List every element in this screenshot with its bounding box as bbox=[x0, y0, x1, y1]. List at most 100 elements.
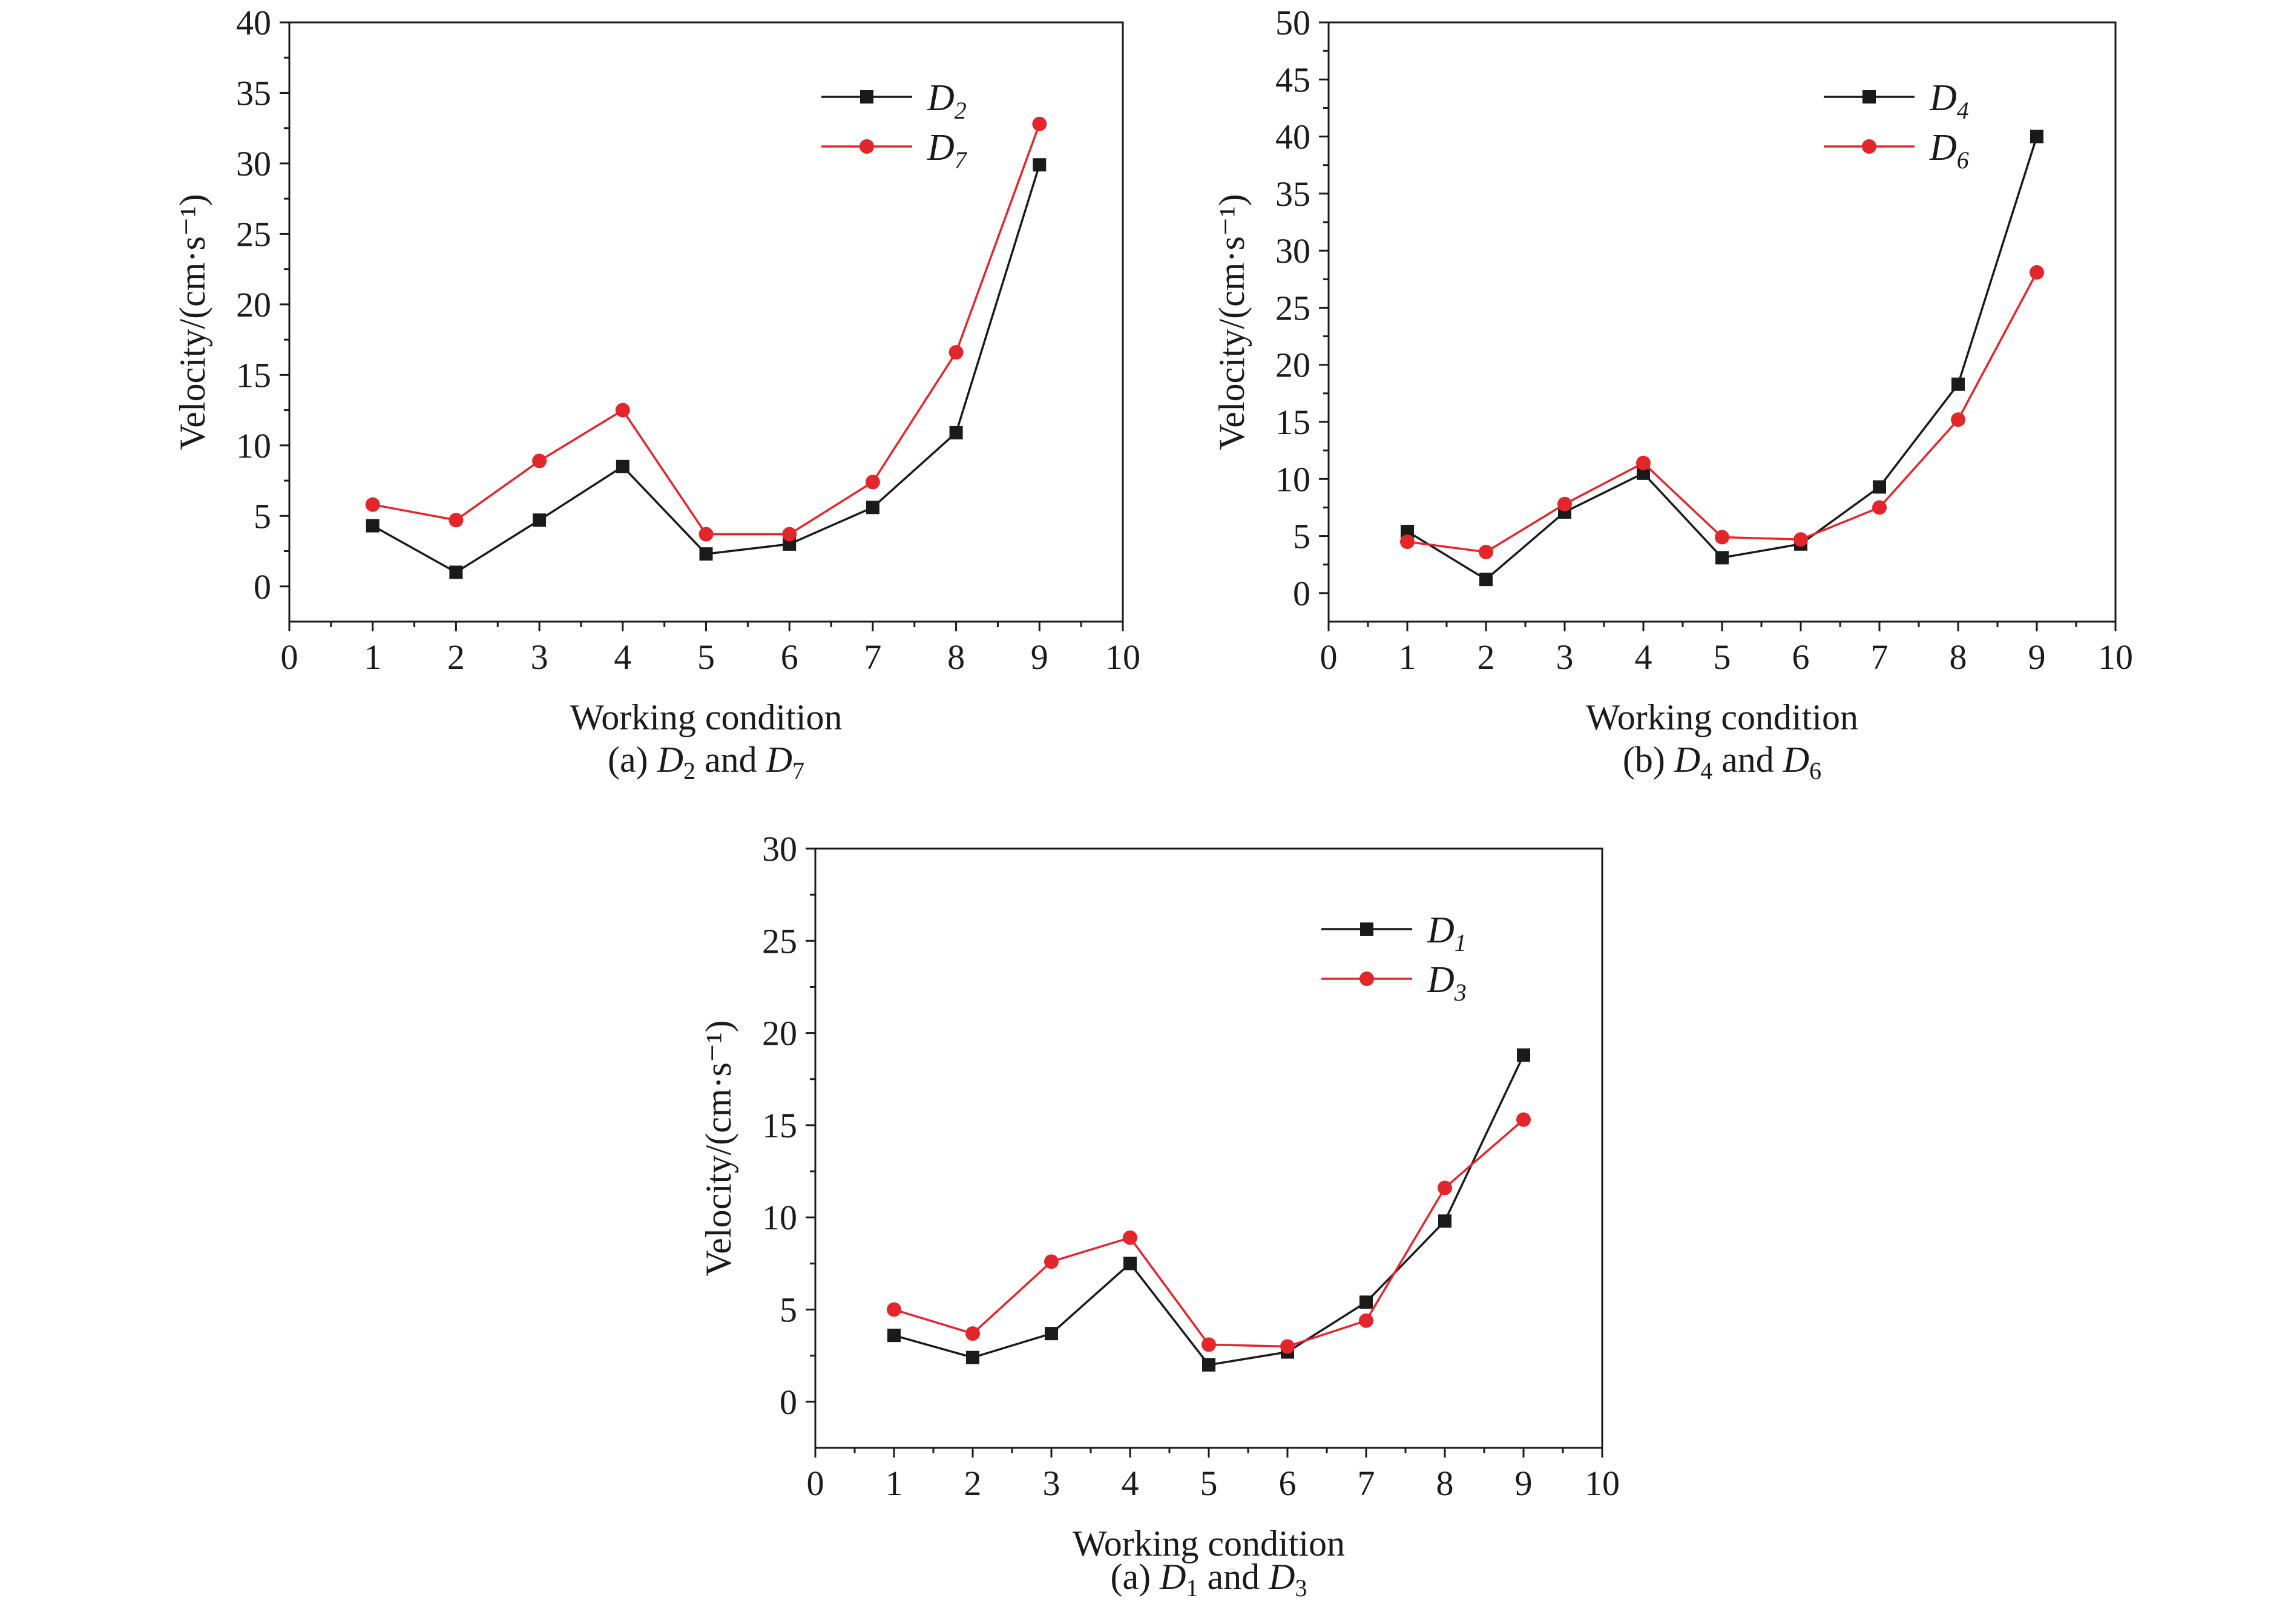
data-point bbox=[616, 459, 630, 473]
chart-panel-2: 0 1 2 3 4 5 6 7 8 9 1005101520253035404550Working … bbox=[1212, 3, 2133, 784]
data-point bbox=[1123, 1257, 1137, 1271]
data-point bbox=[1637, 466, 1650, 480]
data-point bbox=[1032, 116, 1047, 131]
y-tick-label: 30 bbox=[1275, 231, 1310, 271]
panel-caption: (a) D2 and D7 bbox=[608, 740, 804, 784]
legend-marker bbox=[860, 90, 873, 104]
x-axis-title: Working condition bbox=[1073, 1524, 1345, 1563]
data-point bbox=[783, 537, 797, 551]
y-tick-label: 10 bbox=[762, 1198, 797, 1237]
y-tick-label: 50 bbox=[1275, 3, 1310, 42]
series-line-2 bbox=[1407, 272, 2038, 553]
chart-panel-1: 0 1 2 3 4 5 6 7 8 9 10 0 5 10 15 20 25 30 35 40 Working cond… bbox=[173, 3, 1140, 784]
y-tick-label: 25 bbox=[236, 214, 271, 254]
data-point bbox=[1202, 1358, 1215, 1372]
data-point bbox=[966, 1350, 979, 1364]
data-point bbox=[865, 475, 880, 490]
x-tick-label: 6 bbox=[1279, 1464, 1297, 1503]
x-tick-label: 9 bbox=[2028, 637, 2046, 677]
x-tick-label: 10 bbox=[1585, 1464, 1620, 1503]
data-point bbox=[1044, 1254, 1059, 1269]
y-axis-title: Velocity/(cm·s⁻¹) bbox=[1212, 194, 1252, 450]
data-point bbox=[365, 497, 380, 512]
x-tick-label: 5 bbox=[697, 637, 715, 677]
data-point bbox=[1557, 496, 1572, 511]
panel-caption: (b) D4 and D6 bbox=[1623, 740, 1821, 784]
x-tick-label: 1 bbox=[886, 1464, 903, 1503]
y-axis-title: Velocity/(cm·s⁻¹) bbox=[699, 1021, 738, 1277]
data-point bbox=[2030, 130, 2043, 143]
x-tick-label: 2 bbox=[447, 637, 465, 677]
x-tick-label: 4 bbox=[614, 637, 631, 677]
y-tick-label: 15 bbox=[1275, 403, 1310, 442]
data-point bbox=[1715, 530, 1729, 545]
data-point bbox=[1438, 1180, 1452, 1195]
data-point bbox=[449, 565, 463, 579]
series-line-1 bbox=[1407, 136, 2038, 581]
x-tick-label: 5 bbox=[1714, 637, 1731, 677]
y-tick-label: 35 bbox=[236, 73, 271, 113]
y-tick-label: 20 bbox=[762, 1014, 797, 1053]
data-point bbox=[449, 513, 464, 528]
data-point bbox=[887, 1329, 901, 1343]
data-point bbox=[1636, 455, 1651, 470]
legend-marker bbox=[860, 139, 874, 154]
x-tick-label: 10 bbox=[2098, 637, 2133, 677]
x-tick-label: 6 bbox=[781, 637, 798, 677]
y-tick-label: 5 bbox=[1293, 517, 1310, 556]
data-point bbox=[1400, 534, 1415, 549]
data-point bbox=[1872, 500, 1887, 515]
x-tick-label: 7 bbox=[1358, 1464, 1375, 1503]
y-tick-label: 5 bbox=[780, 1290, 797, 1330]
panel-caption: (a) D1 and D3 bbox=[1111, 1557, 1307, 1602]
x-tick-label: 2 bbox=[1478, 637, 1495, 677]
x-tick-label: 8 bbox=[947, 637, 965, 677]
legend-marker bbox=[1360, 922, 1373, 936]
legend-marker bbox=[1862, 139, 1876, 154]
data-point bbox=[1033, 158, 1047, 172]
x-tick-label: 3 bbox=[531, 637, 548, 677]
x-tick-label: 4 bbox=[1635, 637, 1652, 677]
x-tick-label: 1 bbox=[1399, 637, 1416, 677]
y-tick-label: 10 bbox=[1275, 459, 1310, 499]
data-point bbox=[1438, 1214, 1451, 1228]
y-tick-label: 20 bbox=[236, 285, 271, 324]
data-point bbox=[1951, 412, 1965, 427]
data-point bbox=[949, 426, 963, 439]
data-point bbox=[1517, 1048, 1530, 1062]
data-point bbox=[1951, 377, 1965, 391]
x-tick-label: 3 bbox=[1556, 637, 1574, 677]
x-tick-label: 2 bbox=[964, 1464, 982, 1503]
x-axis-title: Working condition bbox=[570, 697, 842, 737]
x-tick-label: 0 bbox=[1320, 637, 1338, 677]
x-tick-label: 7 bbox=[1871, 637, 1889, 677]
x-tick-label: 9 bbox=[1515, 1464, 1533, 1503]
data-point bbox=[699, 547, 713, 561]
legend-label: D7 bbox=[927, 127, 968, 174]
data-point bbox=[1793, 532, 1808, 547]
data-point bbox=[1045, 1327, 1058, 1341]
y-tick-label: 45 bbox=[1275, 60, 1310, 99]
y-tick-label: 10 bbox=[236, 426, 271, 465]
y-tick-label: 40 bbox=[1275, 117, 1310, 157]
y-tick-label: 0 bbox=[254, 567, 271, 607]
x-tick-label: 5 bbox=[1200, 1464, 1218, 1503]
x-tick-label: 8 bbox=[1436, 1464, 1454, 1503]
y-tick-label: 25 bbox=[762, 921, 797, 961]
data-point bbox=[1359, 1295, 1373, 1309]
data-point bbox=[1280, 1339, 1295, 1354]
data-point bbox=[2030, 265, 2044, 280]
y-tick-label: 25 bbox=[1275, 288, 1310, 327]
series-line-1 bbox=[372, 164, 1040, 574]
y-axis-title: Velocity/(cm·s⁻¹) bbox=[173, 194, 212, 450]
data-point bbox=[1123, 1230, 1137, 1245]
x-tick-label: 6 bbox=[1792, 637, 1810, 677]
x-tick-label: 3 bbox=[1043, 1464, 1060, 1503]
y-tick-label: 15 bbox=[236, 355, 271, 395]
series-line-2 bbox=[893, 1119, 1525, 1348]
data-point bbox=[1516, 1112, 1531, 1127]
series-line-2 bbox=[372, 123, 1040, 536]
data-point bbox=[532, 453, 547, 468]
legend-label: D3 bbox=[1427, 959, 1467, 1006]
